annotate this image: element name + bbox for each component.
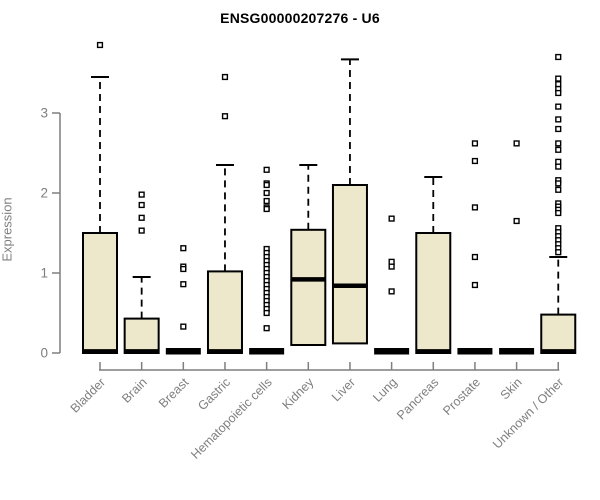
outlier-point-unknown-other <box>555 180 562 187</box>
outlier-point-lung <box>388 215 395 222</box>
outlier-point-unknown-other <box>555 158 562 165</box>
outlier-point-gastric <box>221 73 229 81</box>
outlier-point-unknown-other <box>555 75 562 82</box>
outlier-point-unknown-other <box>555 125 562 133</box>
flat-box-hematopoietic-cells <box>249 348 285 355</box>
box-kidney <box>290 228 327 346</box>
outlier-point-brain <box>138 201 145 209</box>
outlier-point-prostate <box>471 204 479 211</box>
outlier-point-prostate <box>471 140 479 147</box>
outlier-point-unknown-other <box>555 53 562 61</box>
outlier-point-unknown-other <box>555 140 562 147</box>
outlier-point-prostate <box>471 157 479 165</box>
outlier-point-unknown-other <box>555 103 562 110</box>
box-pancreas <box>415 232 452 354</box>
outlier-point-hematopoietic-cells <box>263 325 270 332</box>
outlier-point-lung <box>388 258 395 265</box>
outlier-point-hematopoietic-cells <box>263 166 270 173</box>
outlier-point-breast <box>180 323 187 330</box>
y-tick-label: 2 <box>40 186 48 201</box>
outlier-point-unknown-other <box>555 116 562 123</box>
x-tick-label-breast: Breast <box>156 375 192 411</box>
box-gastric <box>206 270 243 354</box>
outlier-point-unknown-other <box>555 89 562 97</box>
outlier-point-unknown-other <box>555 209 562 217</box>
box-liver <box>331 184 368 345</box>
outlier-point-brain <box>138 191 145 198</box>
x-tick-label-prostate: Prostate <box>440 375 483 418</box>
outlier-point-lung <box>388 288 395 295</box>
outlier-point-brain <box>138 227 145 234</box>
outlier-point-hematopoietic-cells <box>263 181 270 189</box>
outlier-point-breast <box>180 265 187 273</box>
outlier-point-bladder <box>96 41 104 49</box>
x-tick-label-unknown-other: Unknown / Other <box>490 375 566 451</box>
outlier-point-skin <box>513 140 520 147</box>
outlier-point-breast <box>180 245 187 252</box>
x-tick-label-skin: Skin <box>498 375 525 402</box>
outlier-point-hematopoietic-cells <box>263 197 270 205</box>
chart-title: ENSG00000207276 - U6 <box>220 10 380 26</box>
outlier-point-hematopoietic-cells <box>263 189 270 197</box>
box-bladder <box>82 232 118 354</box>
flat-box-prostate <box>457 348 493 355</box>
outlier-point-lung <box>388 263 395 270</box>
outlier-point-unknown-other <box>555 249 562 256</box>
outlier-point-prostate <box>471 253 479 261</box>
outlier-point-gastric <box>221 113 229 120</box>
outlier-point-skin <box>513 217 520 225</box>
outlier-point-unknown-other <box>555 163 562 170</box>
x-tick-label-gastric: Gastric <box>195 375 233 413</box>
outlier-point-hematopoietic-cells <box>263 309 270 317</box>
x-tick-label-hematopoietic-cells: Hematopoietic cells <box>188 375 275 462</box>
outlier-point-breast <box>180 281 187 288</box>
y-tick-label: 3 <box>40 106 48 121</box>
outlier-point-brain <box>138 214 145 221</box>
x-tick-label-brain: Brain <box>119 375 150 406</box>
outlier-point-hematopoietic-cells <box>263 205 270 213</box>
x-tick-label-bladder: Bladder <box>68 375 108 415</box>
x-tick-label-lung: Lung <box>370 375 400 405</box>
outlier-point-unknown-other <box>555 81 562 88</box>
flat-box-lung <box>374 348 410 355</box>
x-tick-label-kidney: Kidney <box>279 375 316 412</box>
y-tick-label: 1 <box>40 266 48 281</box>
box-brain <box>123 317 160 355</box>
outlier-point-unknown-other <box>555 146 562 153</box>
outlier-point-unknown-other <box>555 186 562 193</box>
x-tick-label-liver: Liver <box>329 375 358 404</box>
x-tick-label-pancreas: Pancreas <box>394 375 441 422</box>
flat-box-skin <box>499 348 535 355</box>
y-tick-label: 0 <box>40 346 48 361</box>
flat-box-breast <box>165 348 201 355</box>
box-unknown-other <box>540 313 577 355</box>
outlier-point-prostate <box>471 281 479 289</box>
